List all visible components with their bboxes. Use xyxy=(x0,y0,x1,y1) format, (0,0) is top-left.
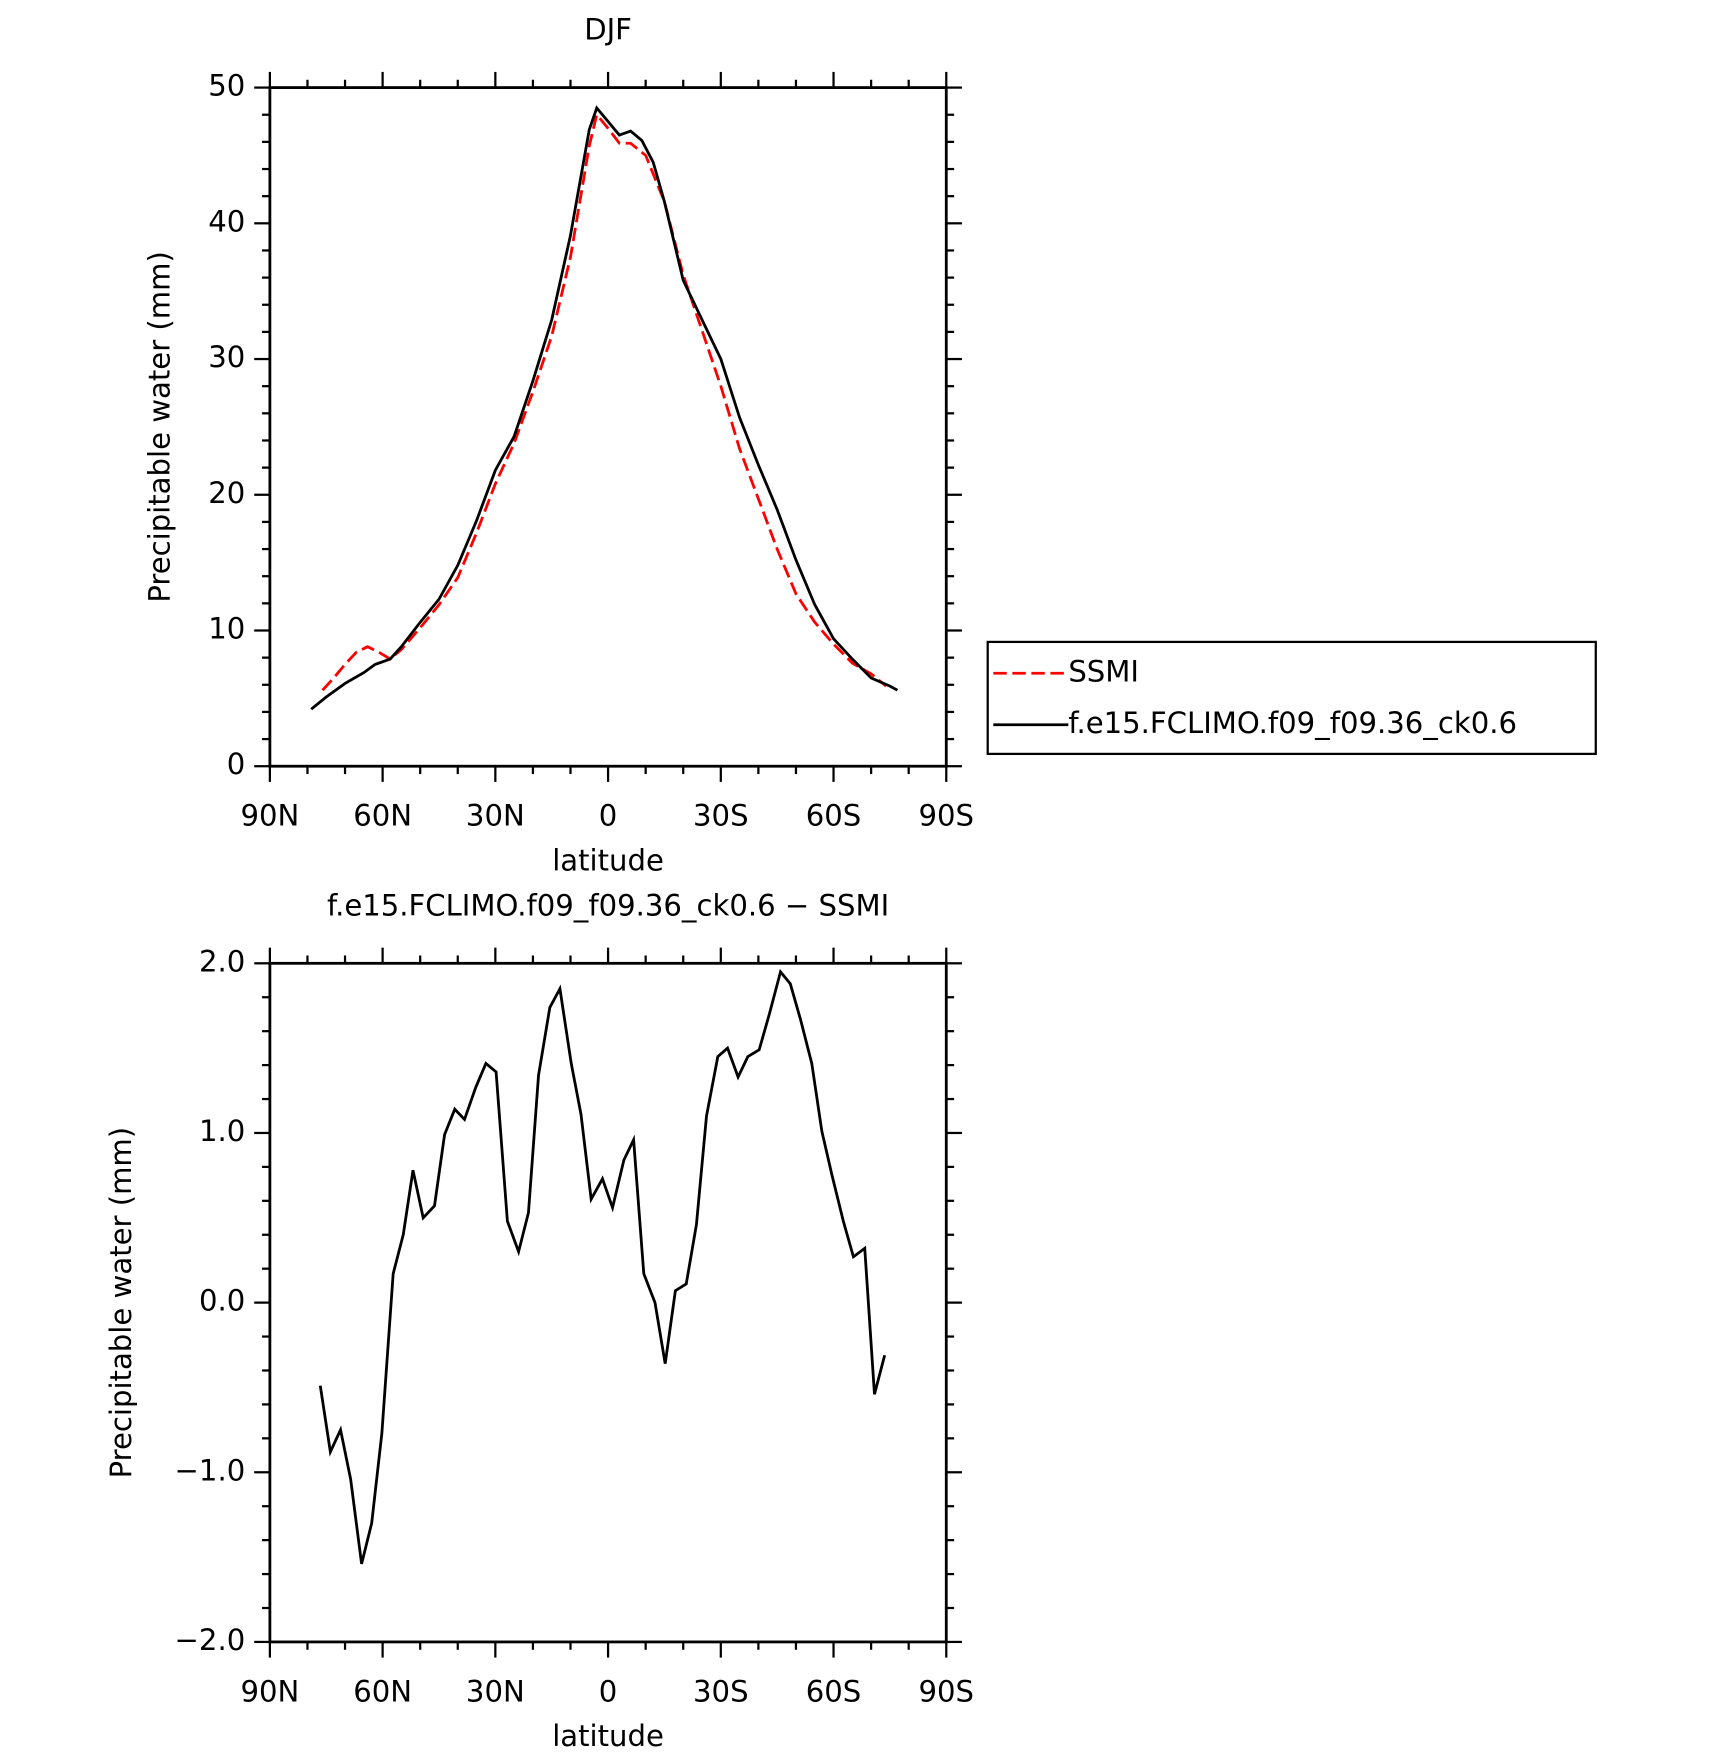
x-tick-label: 90N xyxy=(240,1674,299,1708)
legend-label: SSMI xyxy=(1068,654,1139,688)
x-tick-label: 60N xyxy=(353,799,412,833)
y-tick-label: 10 xyxy=(208,611,245,645)
x-tick-label: 30N xyxy=(466,1674,525,1708)
y-tick-label: 0 xyxy=(227,747,246,781)
y-tick-label: 40 xyxy=(208,204,245,238)
x-tick-label: 30N xyxy=(466,799,525,833)
y-tick-label: −1.0 xyxy=(175,1453,246,1487)
x-axis-label: latitude xyxy=(552,1719,664,1753)
x-tick-label: 90S xyxy=(919,799,975,833)
y-tick-label: 20 xyxy=(208,476,245,510)
y-axis-label: Precipitable water (mm) xyxy=(104,1127,138,1479)
x-tick-label: 90S xyxy=(919,1674,975,1708)
x-tick-label: 90N xyxy=(240,799,299,833)
y-tick-label: 30 xyxy=(208,340,245,374)
y-tick-label: 50 xyxy=(208,69,245,103)
data-line xyxy=(321,111,888,692)
y-tick-label: 2.0 xyxy=(199,944,245,978)
y-tick-label: 1.0 xyxy=(199,1114,245,1148)
y-axis-label: Precipitable water (mm) xyxy=(142,251,176,603)
y-tick-label: 0.0 xyxy=(199,1284,245,1318)
chart-title: DJF xyxy=(584,13,632,47)
legend-label: f.e15.FCLIMO.f09_f09.36_ck0.6 xyxy=(1068,706,1517,740)
x-tick-label: 30S xyxy=(693,1674,749,1708)
x-tick-label: 60N xyxy=(353,1674,412,1708)
x-tick-label: 0 xyxy=(599,1674,618,1708)
chart-title: f.e15.FCLIMO.f09_f09.36_ck0.6 − SSMI xyxy=(327,888,889,922)
data-line xyxy=(318,968,887,1565)
plot-frame xyxy=(268,86,948,768)
x-tick-label: 60S xyxy=(806,1674,862,1708)
x-axis-label: latitude xyxy=(552,844,664,878)
x-tick-label: 0 xyxy=(599,799,618,833)
legend-box xyxy=(986,640,1597,756)
x-tick-label: 30S xyxy=(693,799,749,833)
plot-frame xyxy=(268,961,948,1644)
data-line xyxy=(310,105,899,711)
y-tick-label: −2.0 xyxy=(175,1623,246,1657)
x-tick-label: 60S xyxy=(806,799,862,833)
